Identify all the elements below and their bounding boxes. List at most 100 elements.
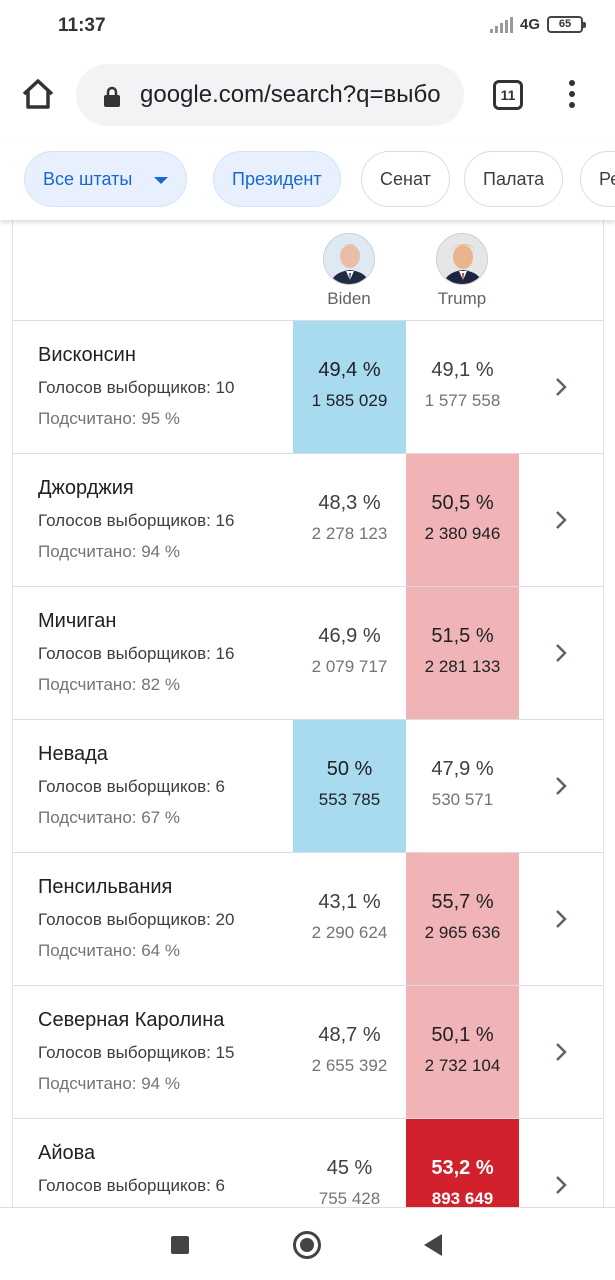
state-name: Пенсильвания <box>38 876 173 898</box>
trump-votes: 2 732 104 <box>424 1056 501 1075</box>
electoral-votes: Голосов выборщиков: 16 <box>38 644 235 663</box>
trump-result: 49,1 % 1 577 558 <box>406 321 519 453</box>
chevron-right-icon[interactable] <box>553 775 569 797</box>
trump-votes: 1 577 558 <box>424 391 501 410</box>
battery-icon: 65 <box>547 16 586 33</box>
biden-votes: 2 655 392 <box>311 1056 388 1075</box>
biden-percent: 45 % <box>326 1157 373 1179</box>
biden-result: 43,1 % 2 290 624 <box>293 853 406 985</box>
electoral-votes: Голосов выборщиков: 10 <box>38 378 235 397</box>
biden-votes: 1 585 029 <box>311 391 388 410</box>
state-name: Невада <box>38 743 108 765</box>
chevron-right-icon[interactable] <box>553 509 569 531</box>
candidate-name: Trump <box>437 289 487 308</box>
status-time: 11:37 <box>58 15 106 36</box>
system-nav-bar <box>0 1207 615 1280</box>
biden-result: 48,3 % 2 278 123 <box>293 454 406 586</box>
biden-votes: 2 278 123 <box>311 524 388 543</box>
biden-percent: 50 % <box>326 758 373 780</box>
trump-votes: 530 571 <box>431 790 494 809</box>
trump-votes: 2 380 946 <box>424 524 501 543</box>
address-bar[interactable]: google.com/search?q=выбо <box>76 64 464 126</box>
chevron-right-icon[interactable] <box>553 1174 569 1196</box>
avatar-trump <box>436 233 488 285</box>
state-row[interactable]: Невада Голосов выборщиков: 6 Подсчитано:… <box>13 720 603 853</box>
biden-percent: 49,4 % <box>318 359 381 381</box>
electoral-votes: Голосов выборщиков: 6 <box>38 1176 226 1195</box>
biden-votes: 553 785 <box>318 790 381 809</box>
state-name: Айова <box>38 1142 96 1164</box>
state-row[interactable]: Джорджия Голосов выборщиков: 16 Подсчита… <box>13 454 603 587</box>
more-menu-icon[interactable] <box>562 80 582 110</box>
biden-percent: 46,9 % <box>318 625 381 647</box>
trump-result: 53,2 % 893 649 <box>406 1119 519 1207</box>
trump-result: 55,7 % 2 965 636 <box>406 853 519 985</box>
chevron-right-icon[interactable] <box>553 642 569 664</box>
results-scroll-area[interactable]: Biden Trump Висконсин Голосов <box>0 220 615 1207</box>
trump-percent: 50,5 % <box>431 492 494 514</box>
chip-label: Президент <box>232 169 322 189</box>
trump-result: 47,9 % 530 571 <box>406 720 519 852</box>
biden-percent: 48,7 % <box>318 1024 381 1046</box>
state-name: Джорджия <box>38 477 134 499</box>
candidate-name: Biden <box>327 289 371 308</box>
trump-votes: 2 281 133 <box>424 657 501 676</box>
chip-label: Сенат <box>380 169 431 189</box>
counted-percent: Подсчитано: 94 % <box>38 1074 180 1093</box>
trump-percent: 55,7 % <box>431 891 494 913</box>
browser-toolbar: google.com/search?q=выбо 11 <box>0 54 615 138</box>
status-bar: 11:37 4G 65 <box>0 0 615 54</box>
lock-icon <box>104 86 120 107</box>
chip-president[interactable]: Президент <box>213 151 341 207</box>
electoral-votes: Голосов выборщиков: 6 <box>38 777 226 796</box>
trump-votes: 2 965 636 <box>424 923 501 942</box>
chevron-right-icon[interactable] <box>553 908 569 930</box>
recents-icon[interactable] <box>171 1236 189 1254</box>
network-type: 4G <box>519 16 540 33</box>
candidate-biden: Biden <box>293 233 405 309</box>
trump-result: 50,1 % 2 732 104 <box>406 986 519 1118</box>
state-name: Северная Каролина <box>38 1009 225 1031</box>
state-row[interactable]: Висконсин Голосов выборщиков: 10 Подсчит… <box>13 321 603 454</box>
avatar-biden <box>323 233 375 285</box>
counted-percent: Подсчитано: 95 % <box>38 409 180 428</box>
tab-switcher-button[interactable]: 11 <box>493 80 523 110</box>
biden-percent: 48,3 % <box>318 492 381 514</box>
signal-icon <box>489 16 513 33</box>
biden-result: 50 % 553 785 <box>293 720 406 852</box>
state-row[interactable]: Айова Голосов выборщиков: 6 45 % 755 428… <box>13 1119 603 1207</box>
biden-votes: 755 428 <box>318 1189 381 1207</box>
trump-result: 51,5 % 2 281 133 <box>406 587 519 719</box>
biden-votes: 2 079 717 <box>311 657 388 676</box>
trump-percent: 50,1 % <box>431 1024 494 1046</box>
chip-house[interactable]: Палата <box>464 151 564 207</box>
back-icon[interactable] <box>424 1234 442 1256</box>
trump-percent: 51,5 % <box>431 625 494 647</box>
trump-percent: 47,9 % <box>431 758 494 780</box>
state-row[interactable]: Северная Каролина Голосов выборщиков: 15… <box>13 986 603 1119</box>
counted-percent: Подсчитано: 64 % <box>38 941 180 960</box>
home-circle-icon[interactable] <box>293 1231 321 1259</box>
biden-result: 45 % 755 428 <box>293 1119 406 1207</box>
chevron-right-icon[interactable] <box>553 1041 569 1063</box>
results-card: Biden Trump Висконсин Голосов <box>12 220 604 1207</box>
home-icon[interactable] <box>20 76 56 112</box>
chip-senate[interactable]: Сенат <box>361 151 450 207</box>
trump-percent: 53,2 % <box>431 1157 494 1179</box>
biden-votes: 2 290 624 <box>311 923 388 942</box>
trump-percent: 49,1 % <box>431 359 494 381</box>
url-text: google.com/search?q=выбо <box>140 81 441 108</box>
electoral-votes: Голосов выборщиков: 20 <box>38 910 235 929</box>
state-row[interactable]: Мичиган Голосов выборщиков: 16 Подсчитан… <box>13 587 603 720</box>
candidate-trump: Trump <box>406 233 518 309</box>
chip-more[interactable]: Ре <box>580 151 615 207</box>
state-name: Висконсин <box>38 344 136 366</box>
electoral-votes: Голосов выборщиков: 16 <box>38 511 235 530</box>
chevron-right-icon[interactable] <box>553 376 569 398</box>
status-icons: 4G 65 <box>489 16 586 33</box>
trump-result: 50,5 % 2 380 946 <box>406 454 519 586</box>
chip-label: Все штаты <box>43 169 133 189</box>
filter-chips: Все штаты Президент Сенат Палата Ре <box>0 138 615 220</box>
state-row[interactable]: Пенсильвания Голосов выборщиков: 20 Подс… <box>13 853 603 986</box>
chip-all-states[interactable]: Все штаты <box>24 151 188 207</box>
